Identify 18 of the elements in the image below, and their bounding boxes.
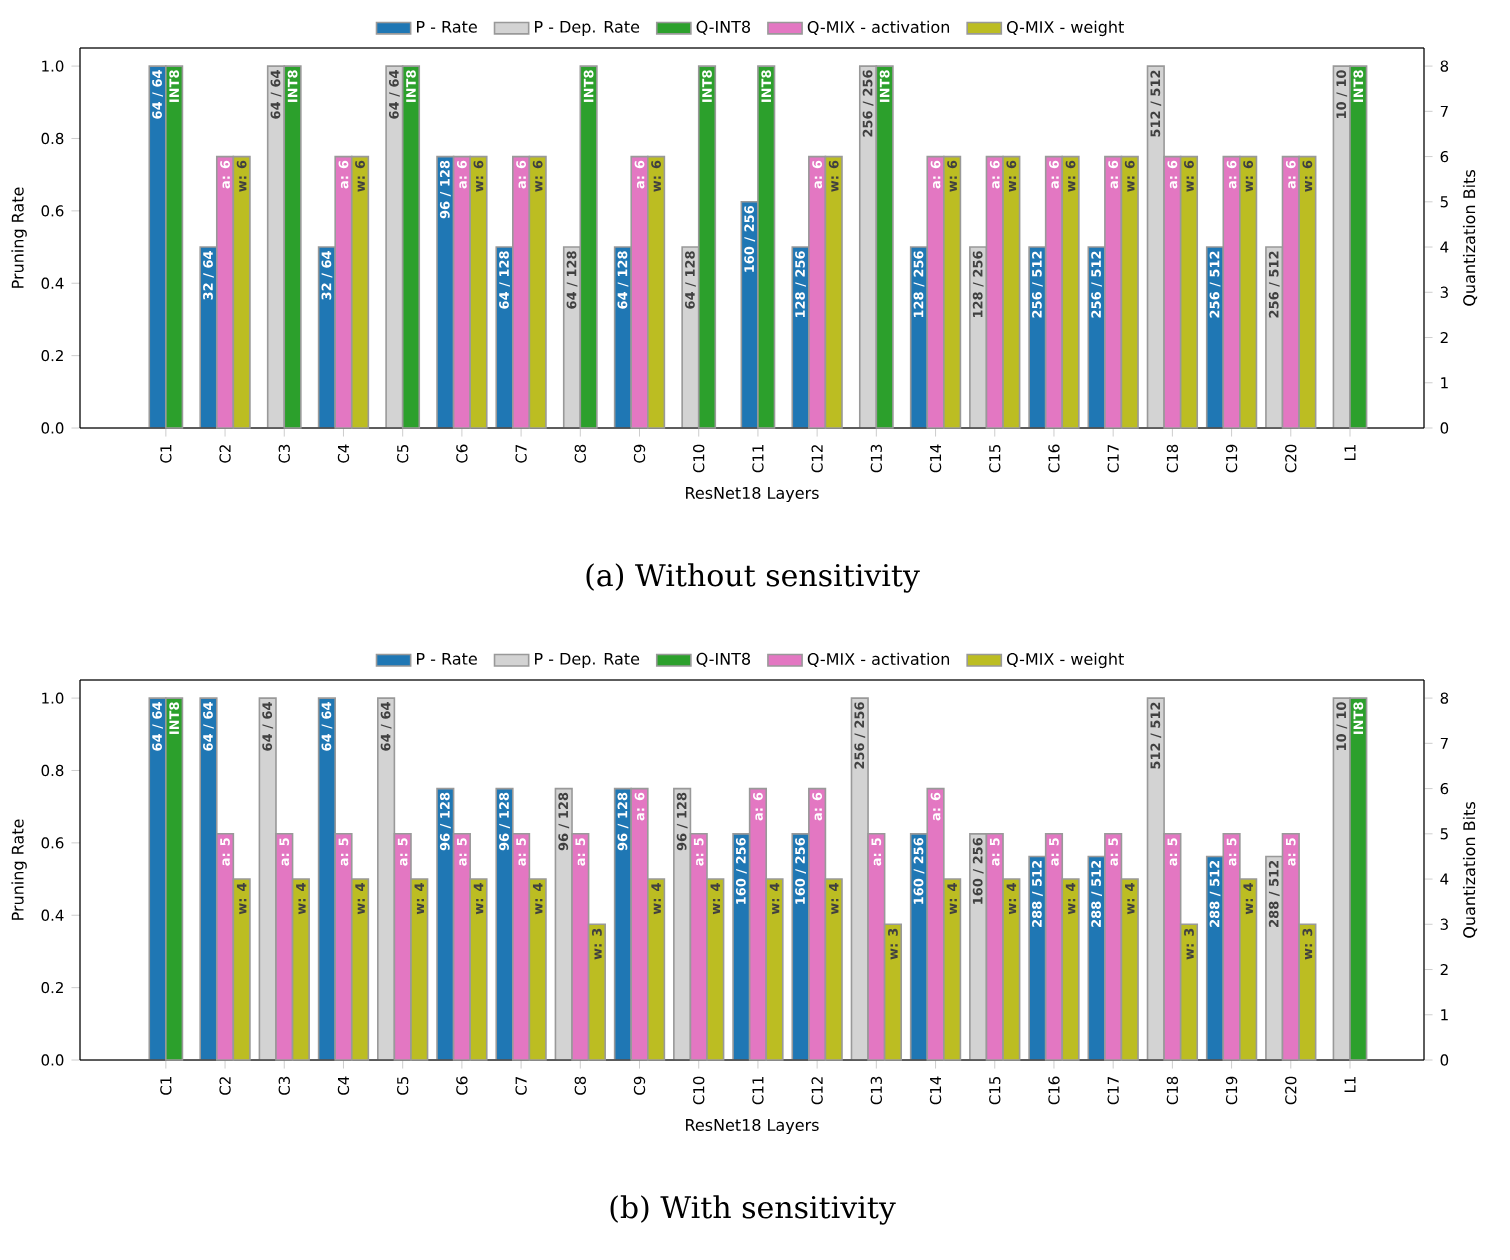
x-axis-title: ResNet18 Layers (686, 1118, 819, 1135)
legend-label: P - Rate (417, 652, 477, 665)
text: (b) With sensitivity (610, 1195, 896, 1225)
y-axis-title: Pruning Rate (11, 819, 27, 920)
legend-label: Q-INT8 (696, 652, 751, 667)
legend-label: P - Dep. Rate (535, 20, 640, 36)
legend-label: Q-INT8 (696, 20, 751, 35)
y2-axis-title: Quantization Bits (1462, 802, 1478, 938)
legend-label: P - Dep. Rate (535, 652, 640, 668)
legend-label: P - Rate (417, 20, 477, 33)
legend-label: Q-MIX - weight (1007, 652, 1124, 669)
legend-label: Q-MIX - activation (807, 652, 950, 667)
legend-label: Q-MIX - activation (807, 20, 950, 35)
x-axis-title: ResNet18 Layers (686, 486, 819, 503)
legend-label: Q-MIX - weight (1007, 20, 1124, 37)
y-axis-title: Pruning Rate (11, 187, 27, 288)
y2-axis-title: Quantization Bits (1462, 170, 1478, 306)
text: (a) Without sensitivity (586, 563, 920, 593)
